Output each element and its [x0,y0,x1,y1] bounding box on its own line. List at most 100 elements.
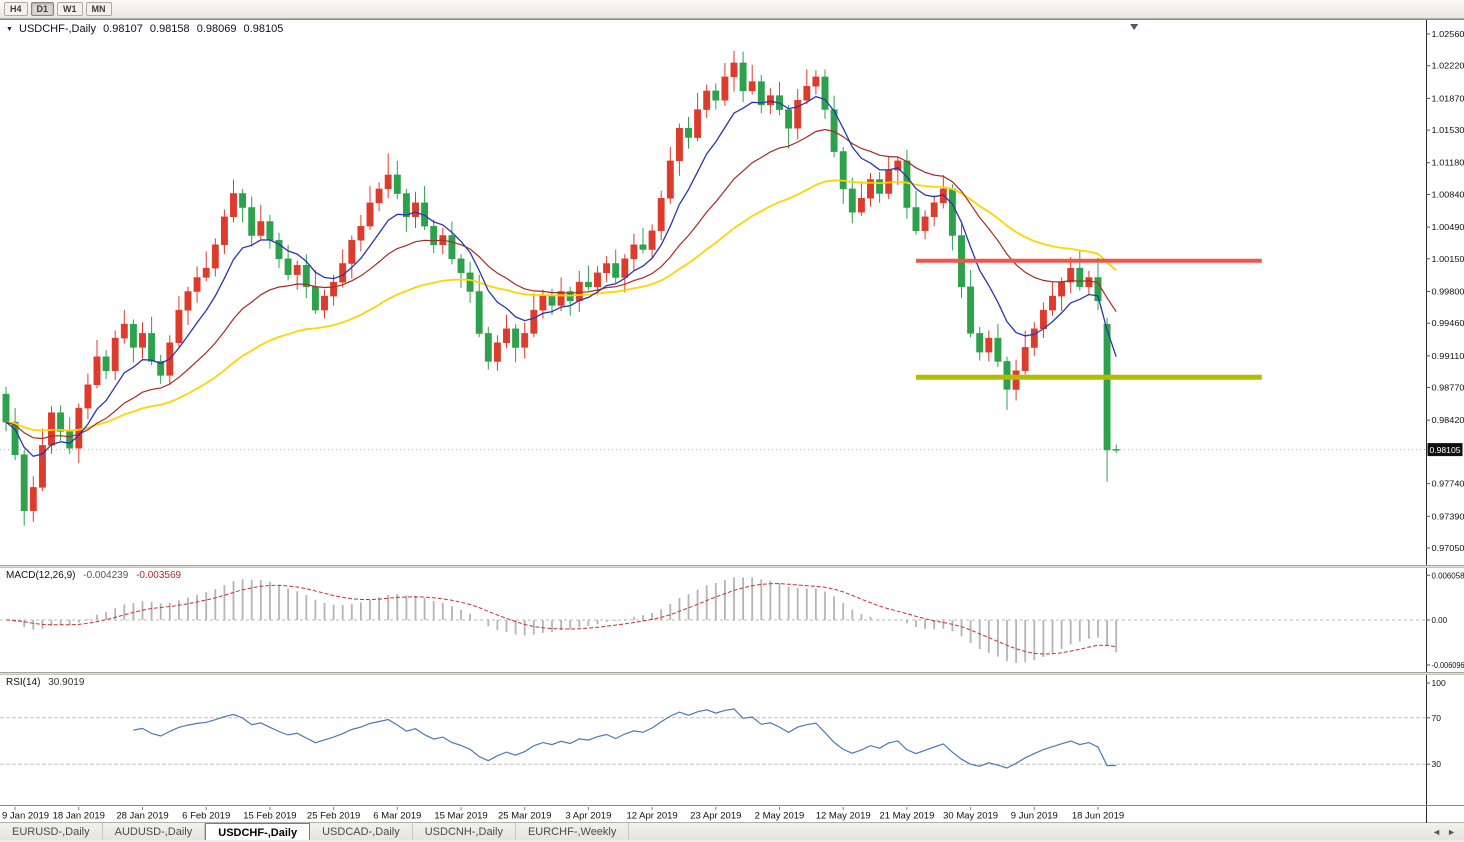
price-axis-label: 1.02220 [1432,61,1464,71]
candle [75,407,83,449]
price-axis-label: 0.98770 [1432,383,1464,393]
candle [38,445,46,488]
candle [675,127,683,162]
candle [457,258,465,274]
rsi-panel[interactable]: RSI(14) 30.9019 100 70 30 [0,675,1464,805]
candle [330,281,338,297]
chart-tab-eurchf-weekly[interactable]: EURCHF-,Weekly [516,823,630,840]
rsi-canvas[interactable]: 100 70 30 [0,675,1464,805]
rsi-value: 30.9019 [48,677,85,688]
timeframe-button-mn[interactable]: MN [85,2,112,16]
price-axis-label: 0.98420 [1432,415,1464,425]
candle [848,188,856,213]
chart-tab-usdchf-daily[interactable]: USDCHF-,Daily [205,823,311,840]
candle [976,333,984,353]
candle [539,295,547,311]
candle [129,323,137,348]
time-axis[interactable]: 9 Jan 2019 18 Jan 2019 28 Jan 2019 6 Feb 20… [0,805,1464,823]
candle [1012,370,1020,390]
rsi-axis-label: 100 [1432,678,1446,688]
candle [157,361,165,376]
candle [521,333,529,348]
candle [685,127,692,138]
candle [857,197,865,213]
candle [348,239,356,264]
macd-axis-label: -0.006096 [1432,661,1464,670]
chart-tab-usdcnh-daily[interactable]: USDCNH-,Daily [413,823,516,840]
quote-low: 0.98069 [196,23,237,35]
chart-tabs-bar: EURUSD-,Daily AUDUSD-,Daily USDCHF-,Daily U… [0,822,1464,840]
main-chart-panel[interactable]: ▼ USDCHF-,Daily 0.98107 0.98158 0.98069 … [0,20,1464,565]
candle [175,309,183,343]
candle [1067,267,1075,283]
candle [412,202,419,218]
time-axis-label: 21 May 2019 [879,811,934,822]
candle [557,291,565,306]
candle [248,207,256,236]
macd-panel[interactable]: MACD(12,26,9) -0.004239 -0.003569 0.0060… [0,568,1464,672]
candle [402,193,410,218]
timeframe-button-h4[interactable]: H4 [4,2,28,16]
candle [1076,267,1084,288]
candle [66,431,74,449]
candle [57,412,65,432]
chart-tab-eurusd-daily[interactable]: EURUSD-,Daily [0,823,103,840]
candle [1021,347,1029,371]
main-chart-canvas[interactable]: 1.02560 1.02220 1.01870 1.01530 1.01180 1.008… [0,20,1464,565]
candle [512,328,520,348]
rsi-label: RSI(14) 30.9019 [6,677,84,688]
time-axis-label: 25 Mar 2019 [498,811,551,822]
time-axis-label: 28 Jan 2019 [116,811,168,822]
candle [1058,281,1066,297]
candle [812,76,820,87]
candle [184,291,192,311]
time-axis-label: 3 Apr 2019 [565,811,611,822]
candle [375,188,383,204]
candle [2,393,10,423]
panel-splitter[interactable] [0,565,1464,568]
symbol-dropdown-icon[interactable]: ▼ [6,26,13,33]
candle [785,109,793,129]
candle [648,230,656,250]
tabs-scroll-right-icon[interactable]: ► [1447,826,1456,837]
candle [876,179,884,194]
candle [612,263,620,278]
panel-splitter[interactable] [0,672,1464,675]
time-axis-label: 25 Feb 2019 [307,811,360,822]
candle [257,221,265,236]
candle [120,323,128,339]
candle [193,277,201,292]
tabs-scroll-left-icon[interactable]: ◄ [1432,826,1442,837]
price-axis-label: 1.01530 [1432,125,1464,135]
chart-tab-usdcad-daily[interactable]: USDCAD-,Daily [310,823,413,840]
tabs-nav: ◄ ► [1424,823,1464,840]
candle [448,235,456,260]
candle [703,90,711,110]
current-price-label: 0.98105 [1430,445,1461,455]
time-axis-label: 18 Jan 2019 [53,811,105,822]
quote-high: 0.98158 [149,23,190,35]
timeframe-button-w1[interactable]: W1 [57,2,83,16]
candle [29,487,37,511]
price-axis-label: 0.97050 [1432,543,1464,553]
macd-canvas[interactable]: 0.006058 0.00 -0.006096 [0,568,1464,672]
chart-tab-audusd-daily[interactable]: AUDUSD-,Daily [103,823,206,840]
time-axis-canvas[interactable]: 9 Jan 2019 18 Jan 2019 28 Jan 2019 6 Feb 20… [0,806,1464,823]
candle [839,151,847,190]
candle [575,281,583,302]
price-axis-label: 1.00840 [1432,190,1464,200]
candle [757,81,765,106]
time-axis-label: 9 Jun 2019 [1011,811,1058,822]
candle [530,309,538,334]
candle [230,193,237,218]
chart-shift-marker-icon [1130,24,1139,30]
candle [139,333,146,348]
candle [639,244,647,250]
candle [321,295,328,311]
candle [293,265,301,275]
candle [311,286,319,311]
timeframe-button-d1[interactable]: D1 [30,2,55,16]
time-axis-label: 23 Apr 2019 [690,811,741,822]
candle [384,174,392,190]
candle [493,342,501,362]
